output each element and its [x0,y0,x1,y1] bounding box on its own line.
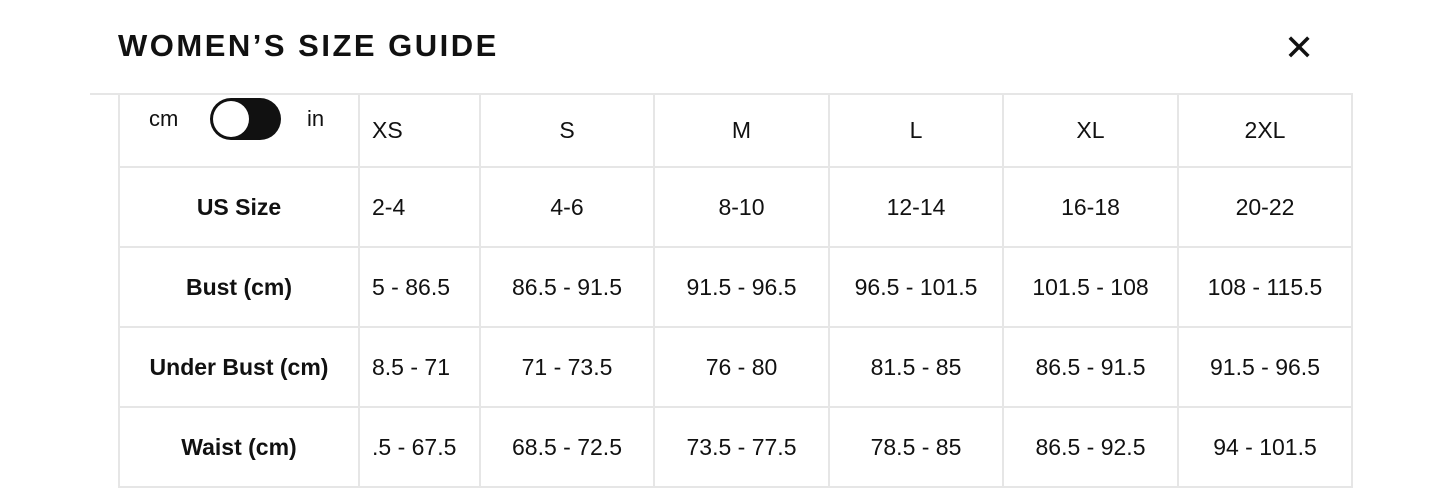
size-value: 73.5 - 77.5 [655,408,830,488]
size-value: 4-6 [481,168,655,248]
page: WOMEN’S SIZE GUIDE ✕ XS S M L XL 2XL US Size 2-… [90,27,1353,488]
size-header: L [830,95,1004,168]
size-table: XS S M L XL 2XL US Size 2-4 4-6 8-10 12-14 16-18 20-… [90,93,1353,488]
row-label: US Size [118,168,360,248]
toggle-label[interactable]: in [307,106,325,131]
size-value: 71 - 73.5 [481,328,655,408]
size-value: 2-4 [360,168,481,248]
size-value: 96.5 - 101.5 [830,248,1004,328]
size-value: 91.5 - 96.5 [655,248,830,328]
size-value: 86.5 - 91.5 [1004,328,1179,408]
close-button[interactable]: ✕ [1284,27,1315,68]
size-value: 16-18 [1004,168,1179,248]
size-header: S [481,95,655,168]
size-value: 8-10 [655,168,830,248]
size-value: 81.5 - 85 [830,328,1004,408]
row-label: Under Bust (cm) [118,328,360,408]
size-value: 5 - 86.5 [360,248,481,328]
size-value: 108 - 115.5 [1179,248,1353,328]
row-label: Bust (cm) [118,248,360,328]
size-value: 76 - 80 [655,328,830,408]
size-value: 86.5 - 91.5 [481,248,655,328]
size-value: 12-14 [830,168,1004,248]
size-value: 86.5 - 92.5 [1004,408,1179,488]
modal-title: WOMEN’S SIZE GUIDE [118,28,499,63]
size-value: .5 - 67.5 [360,408,481,488]
size-value: 78.5 - 85 [830,408,1004,488]
toggle-knob[interactable] [213,101,249,137]
size-value: 8.5 - 71 [360,328,481,408]
size-value: 68.5 - 72.5 [481,408,655,488]
toggle-label[interactable]: cm [149,106,179,131]
row-label: Waist (cm) [118,408,360,488]
size-header: 2XL [1179,95,1353,168]
size-value: 91.5 - 96.5 [1179,328,1353,408]
size-value: 20-22 [1179,168,1353,248]
size-header: XS [360,95,481,168]
size-value: 101.5 - 108 [1004,248,1179,328]
size-header: XL [1004,95,1179,168]
size-header: M [655,95,830,168]
size-value: 94 - 101.5 [1179,408,1353,488]
header-cell [118,95,360,168]
